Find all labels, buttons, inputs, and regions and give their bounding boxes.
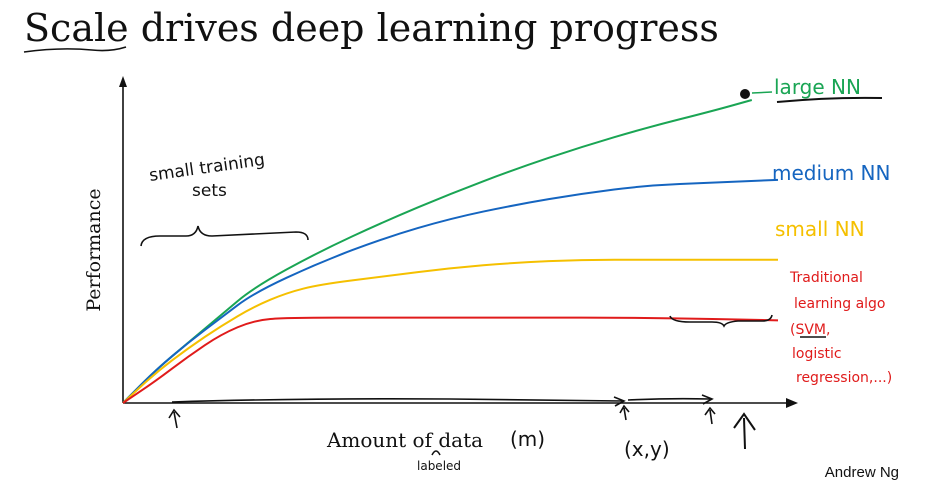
xy-label: (x,y) bbox=[624, 437, 670, 461]
small-data-brace bbox=[140, 225, 309, 247]
large-nn-end-marker bbox=[740, 89, 750, 99]
author-credit: Andrew Ng bbox=[824, 464, 899, 481]
mid-data-up-arrow bbox=[619, 404, 630, 421]
large-data-up-arrow bbox=[704, 406, 716, 425]
series-line-0 bbox=[122, 99, 753, 404]
y-axis-arrow bbox=[119, 76, 127, 87]
medium-nn-label: medium NN bbox=[772, 161, 890, 185]
trad-label-5: regression,...) bbox=[796, 370, 892, 386]
trad-label-4: logistic bbox=[792, 346, 842, 362]
trad-label-1: Traditional bbox=[789, 270, 863, 286]
title-underline bbox=[23, 46, 127, 53]
title-rest: drives deep learning progress bbox=[128, 6, 719, 50]
series-line-3 bbox=[122, 316, 779, 404]
m-label: (m) bbox=[510, 427, 545, 451]
x-axis-label: Amount of data bbox=[326, 428, 483, 452]
large-nn-underline bbox=[776, 96, 883, 103]
series-line-2 bbox=[122, 258, 778, 404]
data-arrow-head-1 bbox=[613, 396, 626, 407]
trad-label-2: learning algo bbox=[794, 296, 886, 312]
large-nn-arrow bbox=[751, 91, 773, 94]
data-arrow-line-2 bbox=[627, 397, 711, 401]
small-nn-label: small NN bbox=[775, 217, 865, 241]
small-data-up-arrow bbox=[168, 408, 181, 429]
data-arrow-head-2 bbox=[701, 394, 714, 405]
page-title: Scale drives deep learning progress bbox=[24, 6, 719, 50]
title-scale-word: Scale bbox=[24, 6, 129, 50]
y-axis-label: Performance bbox=[83, 188, 105, 311]
x-axis-arrow bbox=[786, 398, 798, 408]
series-line-1 bbox=[122, 178, 779, 404]
series-group bbox=[122, 99, 779, 404]
labeled-caret bbox=[431, 450, 441, 456]
large-data-brace bbox=[669, 314, 773, 328]
trad-label-3: (SVM, bbox=[790, 322, 830, 338]
small-training-label-2: sets bbox=[192, 181, 227, 201]
data-arrow-line bbox=[171, 398, 623, 403]
large-nn-label: large NN bbox=[774, 75, 861, 99]
big-up-arrow bbox=[733, 412, 756, 450]
labeled-label: labeled bbox=[417, 459, 461, 473]
